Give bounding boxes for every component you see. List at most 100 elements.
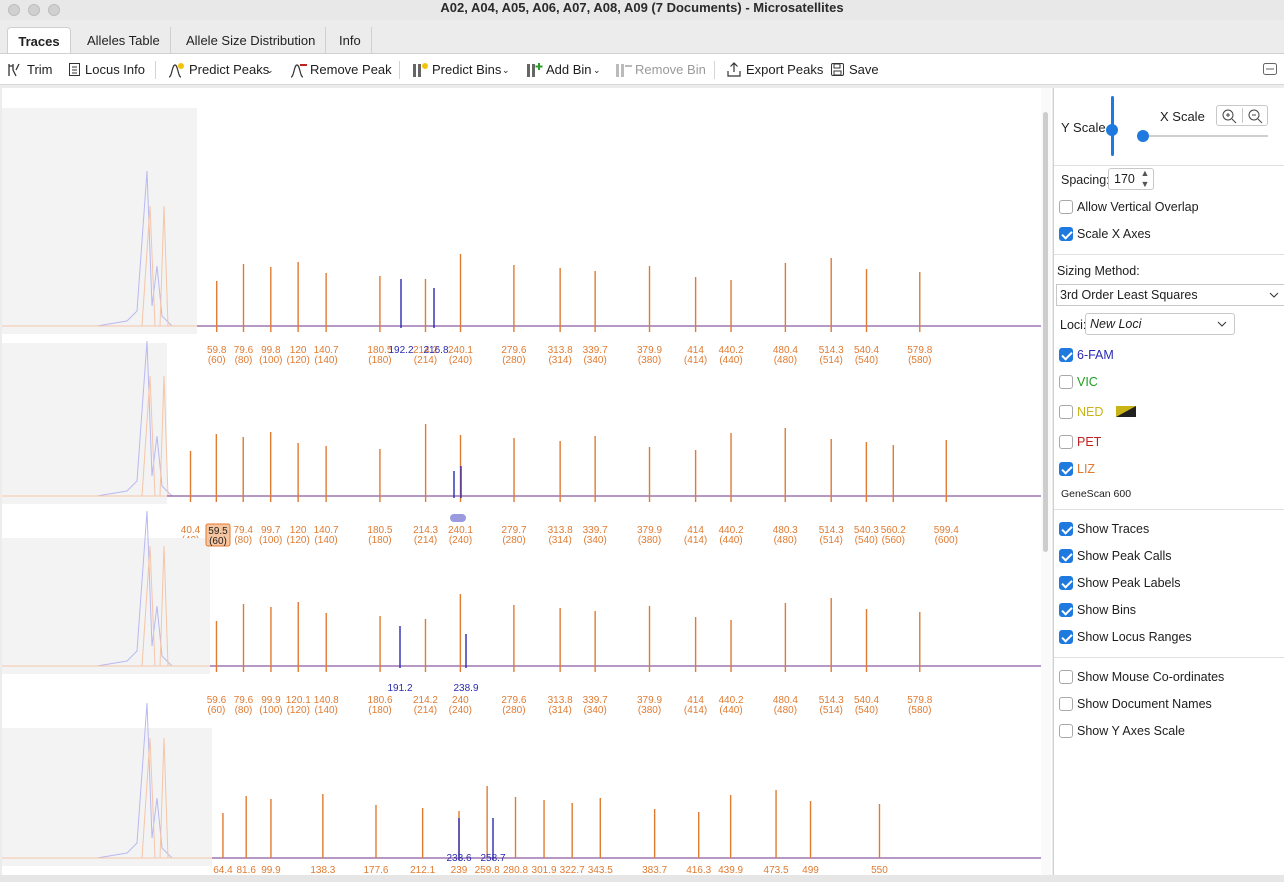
sizing-method-label: Sizing Method: [1057,264,1140,278]
liz-peak-size-label: 64.4 [213,865,233,875]
show-bins-checkbox[interactable] [1059,603,1073,617]
fam-peak-label: 233.6 [446,853,471,864]
liz-peak-expected-label: (214) [414,705,437,716]
liz-peak-size-label: 339.7 [583,695,608,706]
panel-toggle-icon[interactable] [1263,63,1277,75]
liz-peak-size-label: 180.6 [368,695,393,706]
liz-peak-size-label: 214.2 [413,695,438,706]
show-locus-ranges-label: Show Locus Ranges [1077,630,1192,644]
show-traces-checkbox[interactable] [1059,522,1073,536]
zoom-out-icon[interactable] [1247,108,1263,124]
show-document-names-checkbox[interactable] [1059,697,1073,711]
liz-peak-expected-label: (314) [548,705,571,716]
scale-x-axes-checkbox[interactable] [1059,227,1073,241]
zoom-window-button[interactable] [48,4,60,16]
channel-ned-checkbox[interactable] [1059,405,1073,419]
liz-peak-size-label: 259.8 [475,865,500,875]
liz-peak-size-label: 99.9 [261,695,281,706]
predict-bins-button[interactable]: Predict Bins ⌄ [412,54,517,84]
x-scale-slider-thumb[interactable] [1137,130,1149,142]
liz-peak-expected-label: (414) [684,705,707,716]
save-button[interactable]: Save [830,54,880,84]
window-bottom-edge [0,875,1284,882]
remove-bin-button[interactable]: Remove Bin [615,54,706,84]
minimize-window-button[interactable] [28,4,40,16]
liz-peak-expected-label: (380) [638,535,661,546]
locus-info-button[interactable]: Locus Info [68,54,148,84]
liz-peak-size-label: 379.9 [637,695,662,706]
liz-peak-size-label: 514.3 [819,525,844,536]
liz-peak-expected-label: (140) [314,355,337,366]
zoom-controls [1216,105,1268,126]
liz-peak-expected-label: (60) [208,705,226,716]
liz-peak-expected-label: (314) [548,535,571,546]
save-label: Save [849,62,879,77]
chromatogram-canvas[interactable]: 59.8(60)79.6(80)99.8(100)120(120)140.7(1… [2,88,1042,875]
predict-peaks-button[interactable]: Predict Peaks ⌄ [168,54,278,84]
liz-peak-size-label: 579.8 [907,695,932,706]
primer-peak-region [2,538,210,674]
liz-peak-size-label: 140.8 [314,695,339,706]
y-scale-slider-thumb[interactable] [1106,124,1118,136]
liz-peak-size-label: 313.8 [548,525,573,536]
liz-peak-size-label: 414 [687,525,704,536]
liz-peak-expected-label: (100) [259,705,282,716]
color-swatch-icon[interactable] [1116,406,1136,417]
scrollbar-thumb[interactable] [1043,112,1048,552]
plot-vertical-scrollbar[interactable] [1041,88,1051,875]
x-scale-slider[interactable] [1142,135,1268,137]
liz-peak-expected-label: (380) [638,355,661,366]
liz-peak-expected-label: (80) [234,535,252,546]
sizing-method-select[interactable]: 3rd Order Least Squares [1056,284,1284,306]
scale-x-axes-label: Scale X Axes [1077,227,1151,241]
liz-peak-size-label: 440.2 [719,695,744,706]
fam-peak-label: 216.8 [423,345,448,356]
liz-peak-expected-label: (580) [908,705,931,716]
close-window-button[interactable] [8,4,20,16]
liz-peak-size-label: 301.9 [532,865,557,875]
traces-plot[interactable]: 59.8 (60) 79.6 (80) 99.8 (100) 120 (120) 140.7 (1… [2,88,1052,875]
tab-traces[interactable]: Traces [7,27,71,53]
remove-peak-button[interactable]: Remove Peak [290,54,392,84]
predict-peaks-icon [168,63,184,78]
show-mouse-coordinates-checkbox[interactable] [1059,670,1073,684]
channel-6fam-checkbox[interactable] [1059,348,1073,362]
liz-peak-size-label: 579.8 [907,345,932,356]
export-peaks-button[interactable]: Export Peaks [726,54,823,84]
tab-alleles-table[interactable]: Alleles Table [77,27,171,53]
channel-vic-checkbox[interactable] [1059,375,1073,389]
size-standard-label[interactable]: GeneScan 600 [1061,488,1132,500]
remove-peak-icon [290,64,307,78]
liz-peak-size-label: 79.4 [233,525,253,536]
loci-select[interactable]: New Loci [1085,313,1235,335]
show-y-axes-scale-checkbox[interactable] [1059,724,1073,738]
tab-allele-size-distribution[interactable]: Allele Size Distribution [176,27,327,53]
allow-vertical-overlap-checkbox[interactable] [1059,200,1073,214]
liz-peak-size-label: 514.3 [819,695,844,706]
liz-peak-expected-label: (540) [855,355,878,366]
faded-liz-trace [141,205,169,327]
liz-peak-size-label: 480.4 [773,345,798,356]
show-traces-label: Show Traces [1077,522,1150,536]
allow-vertical-overlap-label: Allow Vertical Overlap [1077,200,1199,214]
fam-peak-label: 192.2 [388,345,413,356]
options-panel: Y Scale X Scale Spacing: 170 ▲ ▼ Allow Ve… [1053,88,1284,875]
liz-peak-size-label: 279.7 [502,525,527,536]
show-peak-labels-checkbox[interactable] [1059,576,1073,590]
stepper-arrows-icon[interactable]: ▲ ▼ [1140,168,1150,189]
faded-fam-trace [96,510,173,667]
tab-info[interactable]: Info [329,27,372,53]
add-bin-button[interactable]: Add Bin ⌄ [526,54,606,84]
spacing-stepper[interactable]: 170 ▲ ▼ [1108,168,1154,190]
spacing-value: 170 [1114,172,1135,186]
show-locus-ranges-checkbox[interactable] [1059,630,1073,644]
liz-peak-expected-label: (514) [820,705,843,716]
show-peak-calls-checkbox[interactable] [1059,549,1073,563]
channel-pet-checkbox[interactable] [1059,435,1073,449]
zoom-in-icon[interactable] [1221,108,1237,124]
x-scale-label: X Scale [1160,109,1205,124]
trim-button[interactable]: Trim [7,54,57,84]
liz-peak-expected-label: (540) [855,705,878,716]
liz-peak-size-label: 214.2 [413,345,438,356]
channel-liz-checkbox[interactable] [1059,462,1073,476]
